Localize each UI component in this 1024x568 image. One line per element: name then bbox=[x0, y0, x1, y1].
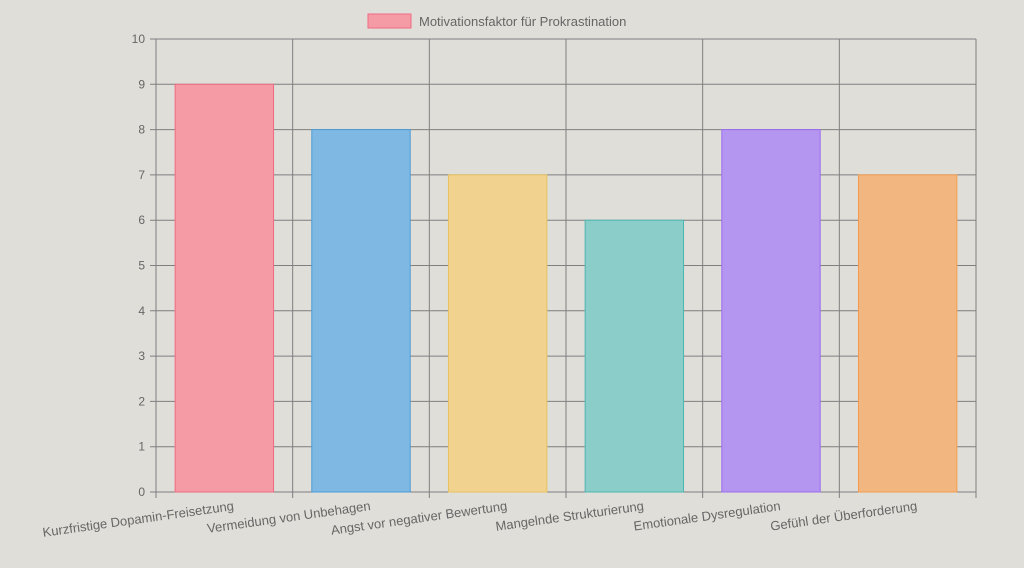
bars bbox=[174, 83, 958, 493]
chart-legend[interactable]: Motivationsfaktor für Prokrastination bbox=[367, 13, 626, 29]
y-tick-label: 2 bbox=[138, 394, 145, 408]
x-tick-label: Emotionale Dysregulation bbox=[633, 498, 782, 533]
x-tick-label: Kurzfristige Dopamin-Freisetzung bbox=[42, 498, 235, 540]
x-tick-label: Gefühl der Überforderung bbox=[769, 498, 918, 533]
legend-swatch bbox=[367, 13, 412, 29]
grid-lines bbox=[150, 38, 977, 498]
y-tick-label: 4 bbox=[138, 304, 145, 318]
y-tick-label: 9 bbox=[138, 77, 145, 91]
y-axis-tick-labels: 0 1 2 3 4 5 6 7 8 9 10 bbox=[132, 32, 146, 499]
y-tick-label: 0 bbox=[138, 485, 145, 499]
bar bbox=[447, 174, 548, 493]
bar bbox=[584, 219, 685, 493]
y-tick-label: 3 bbox=[138, 349, 145, 363]
bar bbox=[857, 174, 958, 493]
y-tick-label: 8 bbox=[138, 123, 145, 137]
y-tick-label: 1 bbox=[138, 440, 145, 454]
bar bbox=[721, 129, 821, 493]
x-tick-label: Mangelnde Strukturierung bbox=[495, 498, 645, 534]
y-tick-label: 10 bbox=[132, 32, 146, 46]
legend-label: Motivationsfaktor für Prokrastination bbox=[419, 14, 626, 29]
bar bbox=[174, 83, 275, 493]
x-axis-tick-labels: Kurzfristige Dopamin-FreisetzungVermeidu… bbox=[42, 498, 918, 540]
bar bbox=[311, 129, 411, 493]
y-tick-label: 6 bbox=[138, 213, 145, 227]
y-tick-label: 5 bbox=[138, 259, 145, 273]
y-tick-label: 7 bbox=[138, 168, 145, 182]
